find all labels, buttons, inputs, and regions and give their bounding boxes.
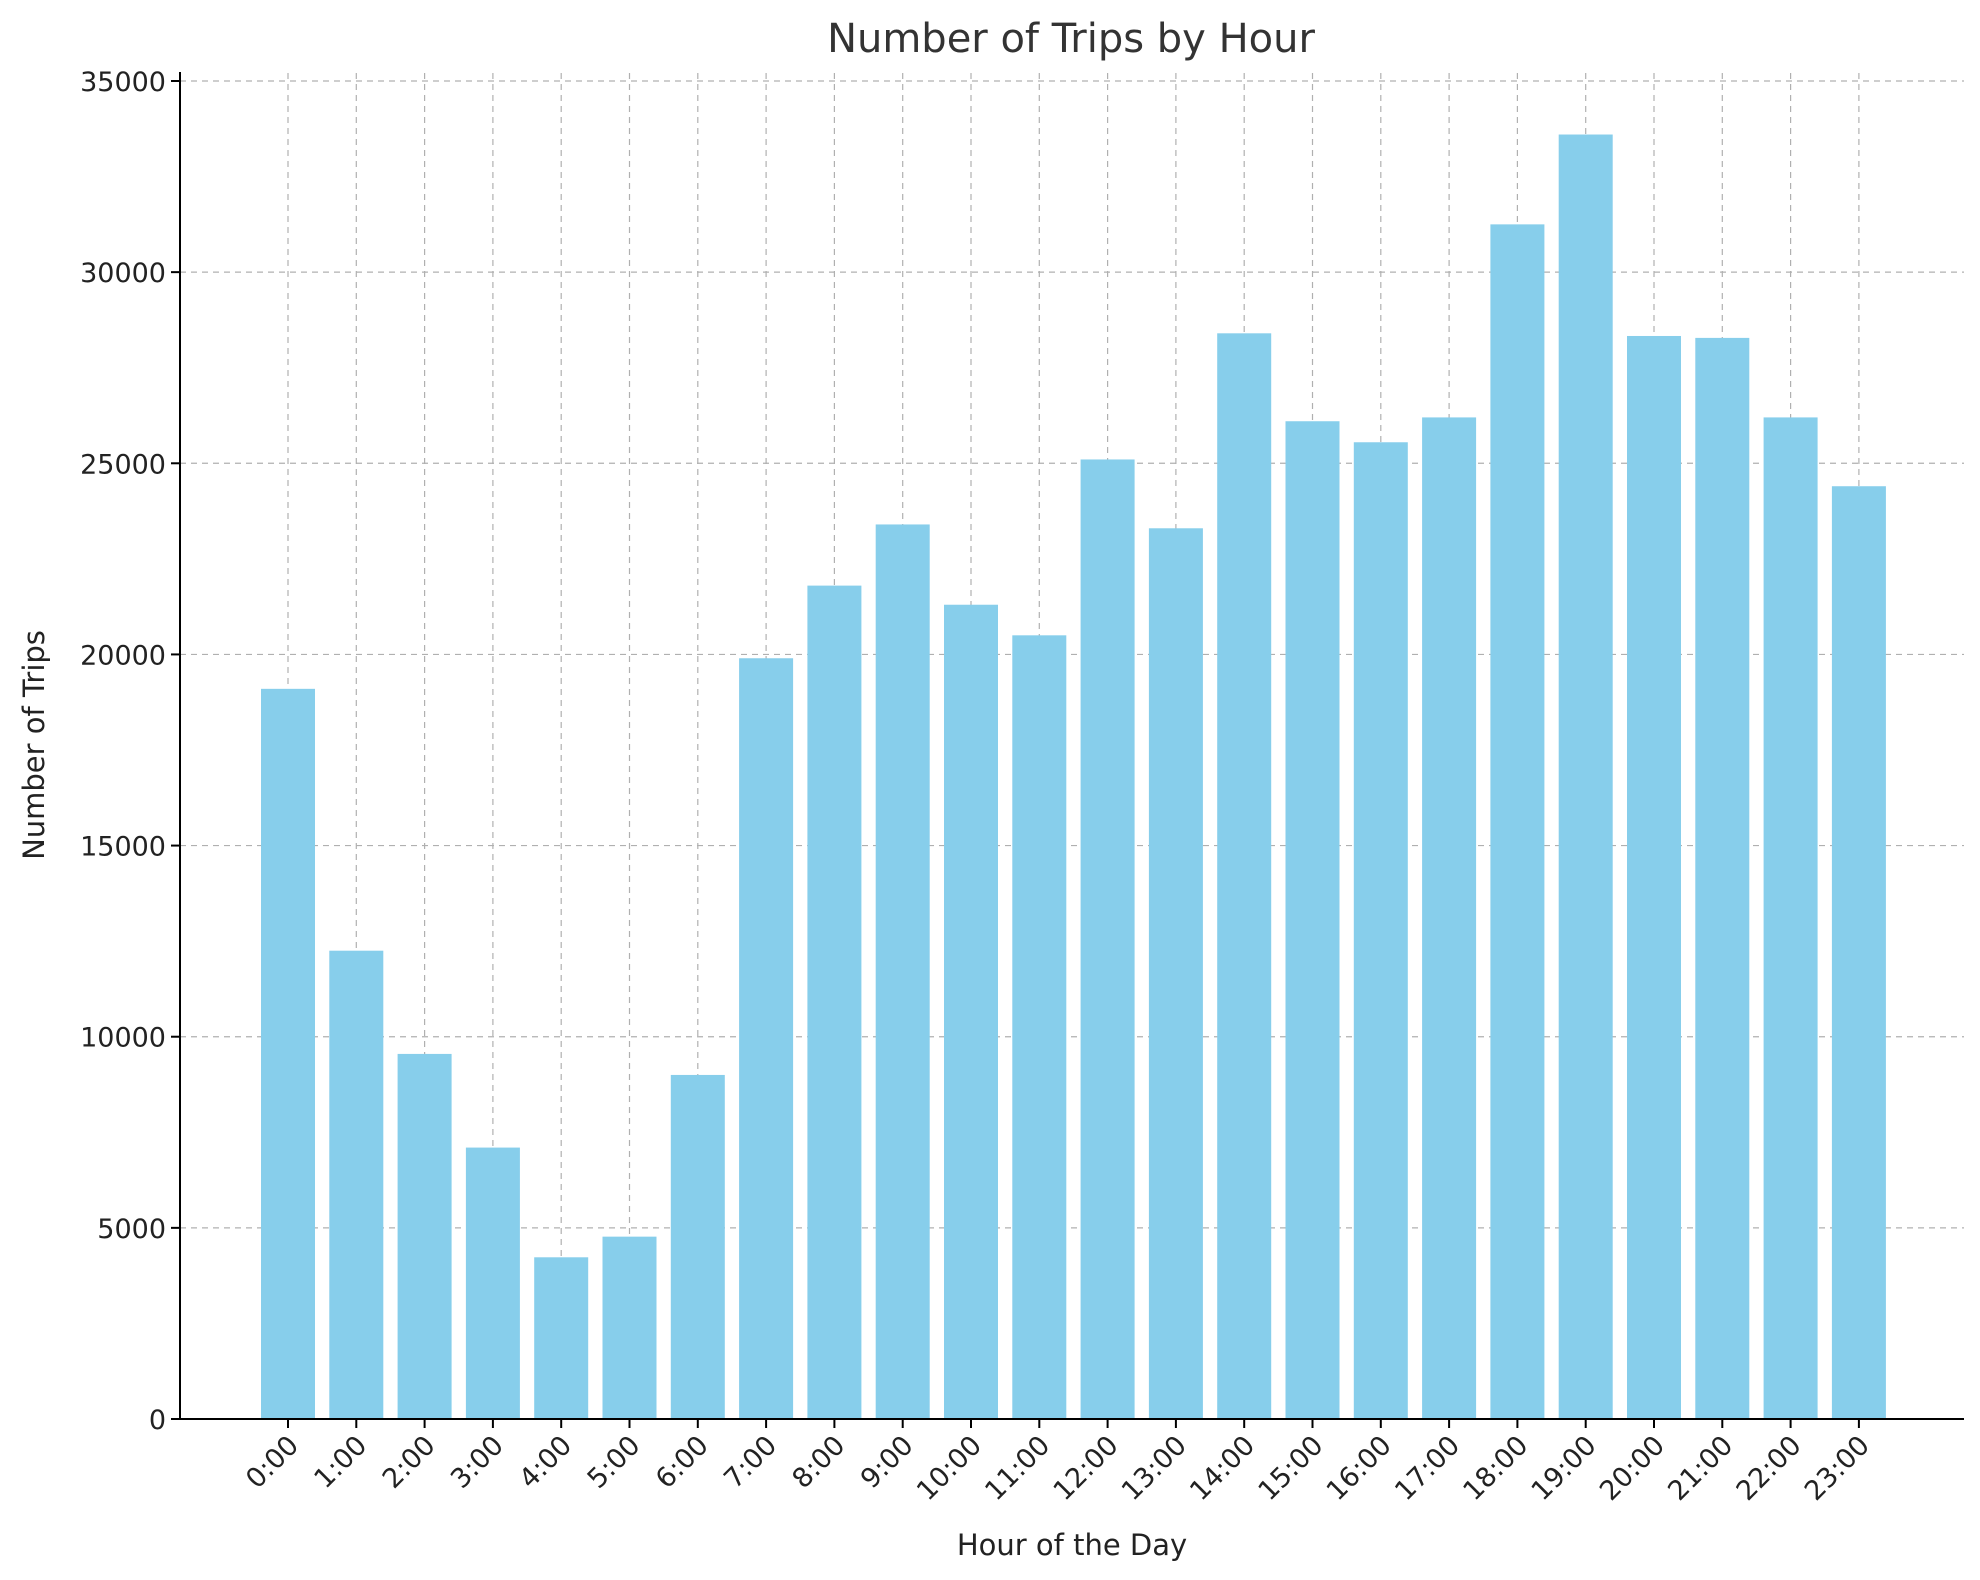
bar: [944, 604, 998, 1419]
axes: [179, 72, 1964, 1420]
y-tick-label: 10000: [80, 1023, 166, 1054]
bar: [1353, 442, 1408, 1419]
bars: [261, 134, 1886, 1420]
y-tick-label: 35000: [80, 67, 166, 98]
x-tick-label: 8:00: [787, 1430, 852, 1495]
y-tick-label: 15000: [80, 832, 166, 863]
y-axis-label: Number of Trips: [17, 630, 51, 860]
x-tick-label: 2:00: [377, 1430, 442, 1495]
x-ticks: 0:00 1:00 2:00 3:00 4:00 5:00 6:00 7:00 8:00 9:00…: [240, 1419, 1876, 1507]
bar: [1627, 335, 1681, 1419]
x-tick-label: 1:00: [308, 1430, 373, 1495]
bar: [807, 585, 862, 1419]
bar: [1080, 459, 1135, 1419]
x-tick-label: 22:00: [1731, 1430, 1808, 1507]
bar: [1012, 635, 1067, 1419]
bar: [329, 950, 384, 1419]
bar: [1148, 528, 1203, 1419]
y-tick-label: 25000: [80, 449, 166, 480]
bar: [397, 1053, 452, 1419]
bar: [261, 688, 315, 1419]
x-axis-label: Hour of the Day: [957, 1528, 1187, 1562]
bar: [1695, 337, 1750, 1419]
x-tick-label: 21:00: [1662, 1430, 1739, 1507]
bar: [1763, 417, 1818, 1419]
x-tick-label: 5:00: [582, 1430, 647, 1495]
x-tick-label: 0:00: [240, 1430, 305, 1495]
x-tick-label: 3:00: [445, 1430, 510, 1495]
bar: [465, 1147, 520, 1419]
x-tick-label: 13:00: [1116, 1430, 1193, 1507]
y-tick-label: 5000: [97, 1214, 166, 1245]
bar: [602, 1236, 657, 1419]
x-tick-label: 17:00: [1389, 1430, 1466, 1507]
x-tick-label: 20:00: [1594, 1430, 1671, 1507]
bar: [875, 524, 930, 1419]
bar: [1831, 486, 1886, 1419]
bar: [1217, 333, 1272, 1419]
x-tick-label: 4:00: [513, 1430, 578, 1495]
bar: [670, 1074, 725, 1419]
x-tick-label: 16:00: [1321, 1430, 1398, 1507]
x-tick-label: 12:00: [1048, 1430, 1125, 1507]
y-ticks: 0 5000 10000 15000 20000 25000 30000 35000: [80, 67, 180, 1436]
x-tick-label: 19:00: [1526, 1430, 1603, 1507]
y-tick-label: 30000: [80, 258, 166, 289]
bar: [739, 658, 794, 1419]
x-tick-label: 10:00: [911, 1430, 988, 1507]
x-tick-label: 23:00: [1799, 1430, 1876, 1507]
bar: [1285, 421, 1340, 1420]
x-tick-label: 11:00: [979, 1430, 1056, 1507]
chart-title: Number of Trips by Hour: [827, 16, 1315, 62]
x-tick-label: 18:00: [1457, 1430, 1534, 1507]
bar: [1422, 417, 1477, 1419]
x-tick-label: 15:00: [1253, 1430, 1330, 1507]
y-tick-label: 20000: [80, 640, 166, 671]
bar: [1490, 224, 1545, 1419]
x-tick-label: 6:00: [650, 1430, 715, 1495]
x-tick-label: 7:00: [718, 1430, 783, 1495]
bar: [534, 1257, 589, 1419]
x-tick-label: 14:00: [1184, 1430, 1261, 1507]
bar: [1558, 134, 1613, 1419]
y-tick-label: 0: [149, 1405, 166, 1436]
